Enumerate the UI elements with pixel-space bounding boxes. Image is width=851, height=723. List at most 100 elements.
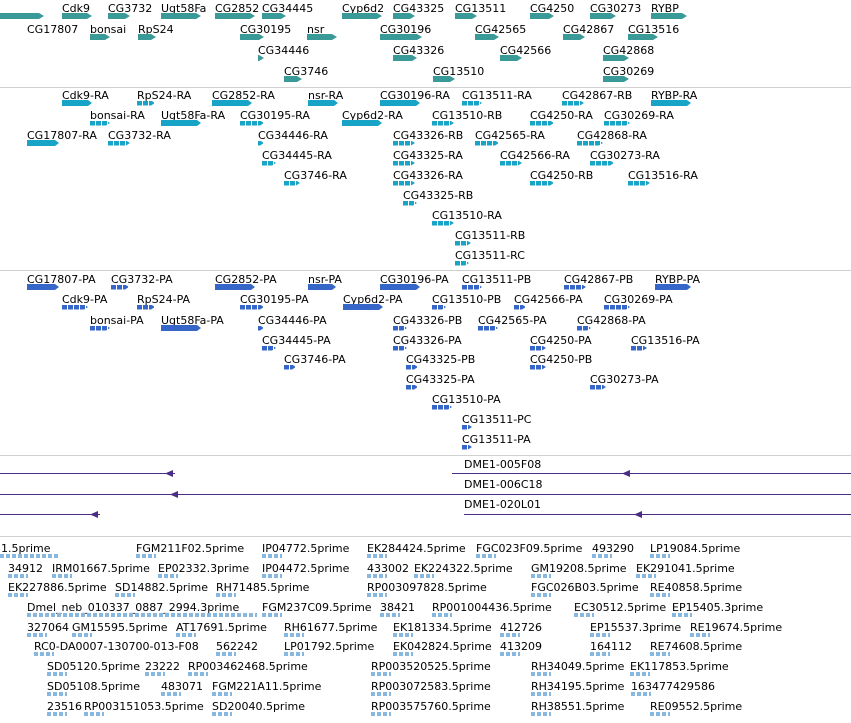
est-glyph	[115, 593, 135, 597]
transcript-glyph	[380, 284, 420, 290]
est-glyph	[47, 692, 67, 696]
est-glyph	[72, 633, 92, 637]
feature-label: CG42867-PB	[564, 273, 634, 286]
transcript-glyph	[343, 304, 383, 310]
transcript-glyph	[27, 284, 59, 290]
feature-label: CG30269-RA	[604, 109, 674, 122]
feature-label: CG43325	[393, 2, 445, 15]
feature-label: 38421	[380, 601, 415, 614]
feature-label: bonsai-RA	[90, 109, 145, 122]
transcript-glyph	[432, 305, 446, 310]
clone-line	[452, 473, 851, 474]
feature-label: Cdk9-PA	[62, 293, 108, 306]
feature-label: nsr	[307, 23, 325, 36]
transcript-glyph	[90, 121, 110, 126]
est-glyph	[161, 692, 181, 696]
est-glyph	[531, 672, 551, 676]
transcript-glyph	[462, 445, 472, 450]
feature-label: CG34446	[258, 44, 310, 57]
feature-label: Cyp6d2	[342, 2, 385, 15]
est-glyph	[380, 613, 400, 617]
transcript-glyph	[284, 365, 296, 370]
feature-label: CG30195-RA	[240, 109, 310, 122]
feature-label: 493290	[592, 542, 634, 555]
feature-label: SD05120.5prime	[47, 660, 140, 673]
est-glyph	[590, 633, 610, 637]
est-glyph	[500, 652, 520, 656]
feature-label: FGC026B03.5prime	[531, 581, 639, 594]
feature-label: GM19208.5prime	[531, 562, 627, 575]
feature-label: CG13510-RA	[432, 209, 502, 222]
feature-label: CG3746-PA	[284, 353, 346, 366]
feature-label: 562242	[216, 640, 258, 653]
est-glyph	[216, 593, 236, 597]
feature-label: Ugt58Fa-RA	[161, 109, 226, 122]
feature-label: RH71485.5prime	[216, 581, 310, 594]
feature-label: CG43326	[393, 44, 445, 57]
feature-label: RP003462468.5prime	[188, 660, 308, 673]
transcript-glyph	[631, 346, 647, 351]
transcript-glyph	[530, 365, 546, 370]
feature-label: EP15405.3prime	[672, 601, 764, 614]
feature-label: CG43325-PB	[406, 353, 476, 366]
feature-label: 483071	[161, 680, 203, 693]
transcript-glyph	[500, 161, 522, 166]
feature-label: CG30269	[603, 65, 655, 78]
feature-label: LP19084.5prime	[650, 542, 741, 555]
feature-label: RH34049.5prime	[531, 660, 625, 673]
feature-label: CG13511-PC	[462, 413, 532, 426]
gene-glyph	[590, 13, 616, 19]
transcript-glyph	[514, 305, 526, 310]
gene-glyph	[307, 34, 337, 40]
est-glyph	[630, 672, 650, 676]
clone-line	[0, 473, 175, 474]
est-glyph	[212, 692, 232, 696]
gene-glyph	[258, 55, 264, 61]
est-glyph	[531, 593, 551, 597]
feature-label: CG4250-RB	[530, 169, 594, 182]
feature-label: FGM237C09.5prime	[262, 601, 372, 614]
feature-label: RP001004436.5prime	[432, 601, 552, 614]
est-glyph	[531, 712, 551, 716]
transcript-glyph	[111, 285, 129, 290]
est-glyph	[650, 554, 670, 558]
feature-label: RC0-DA0007-130700-013-F08	[34, 640, 199, 653]
feature-label: CG13510-RB	[432, 109, 503, 122]
est-glyph	[176, 633, 196, 637]
feature-label: RpS24-PA	[137, 293, 191, 306]
feature-label: EC30512.5prime	[574, 601, 667, 614]
transcript-glyph	[262, 161, 276, 166]
feature-label: CG30196-RA	[380, 89, 450, 102]
gene-glyph	[563, 34, 585, 40]
feature-label: CG30273-RA	[590, 149, 660, 162]
transcript-glyph	[393, 181, 415, 186]
est-glyph	[531, 574, 551, 578]
transcript-glyph	[462, 425, 472, 430]
transcript-glyph	[90, 326, 110, 331]
feature-label: Cdk9	[62, 2, 91, 15]
feature-label: CG3732-PA	[111, 273, 173, 286]
feature-label: EP15537.3prime	[590, 621, 682, 634]
est-glyph	[145, 672, 165, 676]
transcript-glyph	[308, 284, 336, 290]
est-glyph	[650, 593, 670, 597]
est-glyph	[284, 652, 304, 656]
feature-label: 164112	[590, 640, 632, 653]
gene-glyph	[433, 76, 455, 82]
feature-label: CG34446-PA	[258, 314, 327, 327]
feature-label: CG13511-PB	[462, 273, 532, 286]
est-glyph	[574, 613, 594, 617]
clone-track: DME1-005F08 DME1-006C18 DME1-020L01	[0, 456, 851, 536]
feature-label: CG13516	[628, 23, 680, 36]
est-glyph	[414, 574, 434, 578]
est-glyph	[262, 574, 282, 578]
gene-glyph	[240, 34, 264, 40]
est-glyph	[367, 574, 387, 578]
est-glyph	[216, 652, 236, 656]
transcript-glyph	[590, 161, 614, 166]
feature-label: 34912	[8, 562, 43, 575]
feature-label: Cdk9-RA	[62, 89, 109, 102]
est-glyph	[371, 672, 391, 676]
feature-label: FGM221A11.5prime	[212, 680, 322, 693]
feature-label: CG42868-RA	[577, 129, 647, 142]
